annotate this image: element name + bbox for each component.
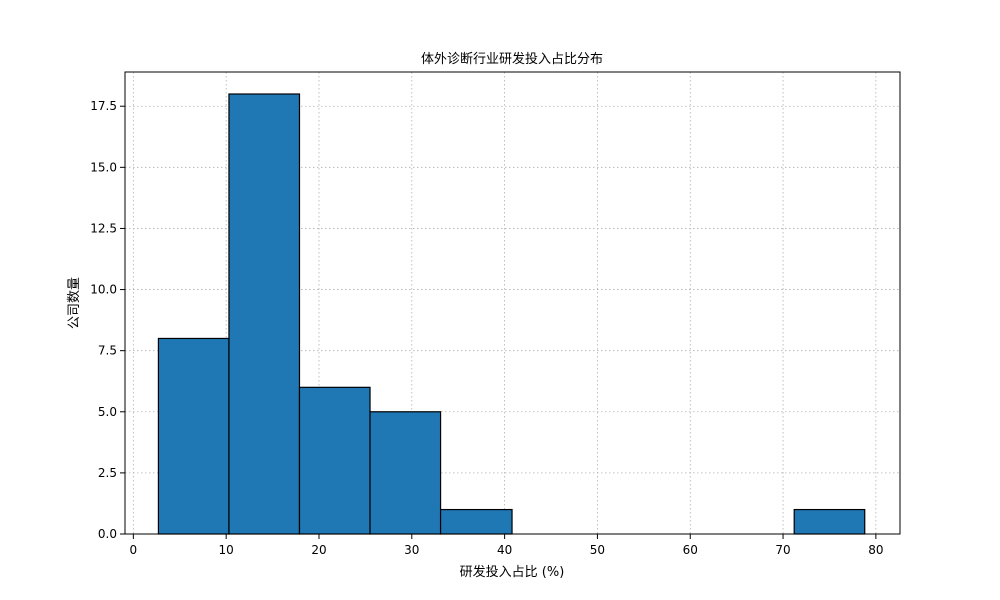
histogram-bar-3 [369, 411, 442, 535]
y-tick-label: 0.0 [98, 527, 117, 541]
chart-title: 体外诊断行业研发投入占比分布 [421, 51, 603, 67]
x-tick-label: 30 [404, 543, 419, 557]
y-tick-label: 12.5 [90, 221, 117, 235]
histogram-bar-0 [157, 337, 230, 535]
bars-group [157, 93, 866, 535]
plot-frame [124, 71, 901, 535]
y-tick-label: 5.0 [98, 405, 117, 419]
x-tick-label: 60 [683, 543, 698, 557]
x-tick-label: 0 [130, 543, 138, 557]
y-tick-label: 7.5 [98, 344, 117, 358]
x-tick-label: 20 [311, 543, 326, 557]
x-axis-title: 研发投入占比 (%) [460, 564, 565, 580]
y-axis-ticks: 0.0 2.5 5.0 7.5 10.0 12.5 15.0 17.5 [90, 99, 125, 541]
x-tick-label: 40 [497, 543, 512, 557]
x-tick-label: 80 [868, 543, 883, 557]
y-tick-label: 17.5 [90, 99, 117, 113]
histogram-bar-4 [439, 508, 513, 535]
y-tick-label: 2.5 [98, 466, 117, 480]
y-axis-title: 公司数量 [67, 277, 82, 329]
x-tick-label: 70 [775, 543, 790, 557]
x-tick-label: 50 [590, 543, 605, 557]
x-axis-ticks: 0 10 20 30 40 50 60 70 80 [130, 534, 884, 557]
y-tick-label: 15.0 [90, 160, 117, 174]
y-tick-label: 10.0 [90, 283, 117, 297]
histogram-bar-2 [298, 386, 371, 535]
x-tick-label: 10 [219, 543, 234, 557]
histogram-bar-1 [228, 93, 301, 535]
histogram-bar-9 [793, 508, 866, 535]
